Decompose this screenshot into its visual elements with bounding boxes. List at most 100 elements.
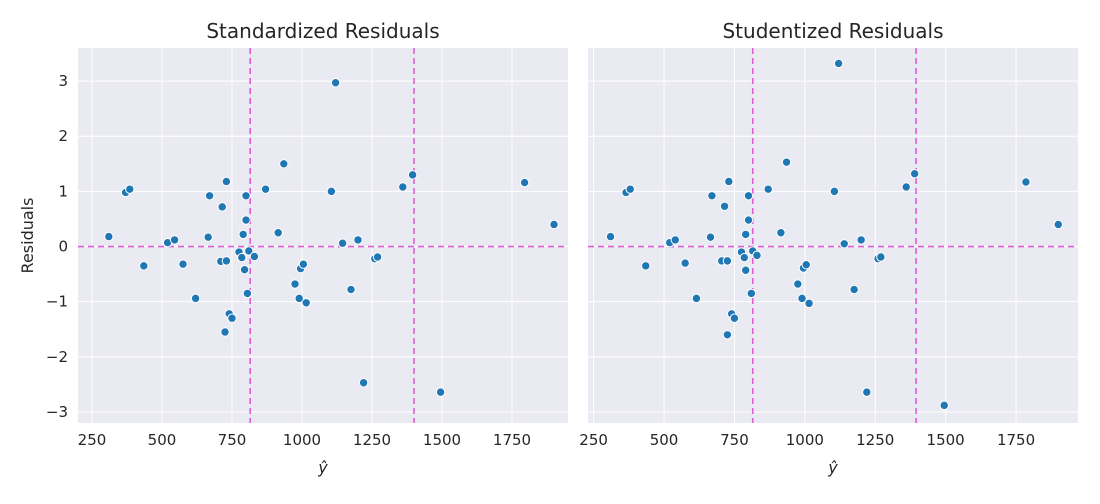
data-point <box>239 264 250 275</box>
data-point <box>221 176 232 187</box>
data-point <box>238 229 248 240</box>
y-tick-label: 1 <box>58 182 68 200</box>
data-point <box>326 186 337 197</box>
data-point <box>801 260 811 270</box>
data-point <box>691 293 702 304</box>
x-tick-label: 1750 <box>997 431 1035 449</box>
x-tick-label: 750 <box>218 431 247 449</box>
y-tick-label: 3 <box>58 72 68 90</box>
data-point <box>346 284 356 295</box>
plot-background <box>78 48 568 423</box>
y-tick-label: −3 <box>46 403 68 421</box>
data-point <box>804 298 814 309</box>
data-point <box>724 176 734 187</box>
data-point <box>237 252 247 263</box>
x-tick-label: 1250 <box>353 431 391 449</box>
data-point <box>241 215 251 225</box>
plot-background <box>588 48 1078 423</box>
data-point <box>398 182 408 192</box>
data-point <box>862 387 872 397</box>
data-point <box>294 293 304 304</box>
panel-1: 250 500 750 1000 1250 1500 1750 −3 −2 −1 0 1 2 3 Stand… <box>18 19 568 477</box>
data-point <box>722 330 733 340</box>
data-point <box>743 215 754 225</box>
data-point <box>752 250 762 261</box>
y-tick-label: −1 <box>46 293 68 311</box>
data-point <box>227 313 237 323</box>
x-tick-label: 1000 <box>786 431 824 449</box>
data-point <box>909 169 920 179</box>
x-tick-label: 1250 <box>856 431 894 449</box>
data-point <box>519 177 530 188</box>
data-point <box>849 284 859 295</box>
panel-title: Standardized Residuals <box>206 19 439 43</box>
data-point <box>741 229 751 240</box>
data-point <box>241 191 251 201</box>
panel-2: 250 500 750 1000 1250 1500 1750 Studentized Res… <box>579 19 1078 477</box>
data-point <box>549 219 559 230</box>
data-point <box>833 58 844 69</box>
data-point <box>1021 177 1031 187</box>
data-point <box>680 258 690 268</box>
data-point <box>707 191 717 201</box>
y-tick-label: −2 <box>46 348 68 366</box>
data-point <box>839 239 849 249</box>
data-point <box>763 184 773 194</box>
data-point <box>739 252 749 263</box>
x-tick-label: 1750 <box>493 431 531 449</box>
panel-title: Studentized Residuals <box>722 19 943 43</box>
data-point <box>260 184 271 194</box>
data-point <box>729 313 740 323</box>
data-point <box>178 259 188 269</box>
data-point <box>204 191 215 201</box>
x-axis-label: ŷ <box>317 458 328 477</box>
data-point <box>203 232 213 242</box>
data-point <box>104 231 114 242</box>
data-point <box>1053 219 1063 230</box>
data-point <box>279 159 289 169</box>
x-tick-label: 1500 <box>423 431 461 449</box>
data-point <box>670 235 680 245</box>
data-point <box>746 288 757 299</box>
x-tick-label: 500 <box>148 431 177 449</box>
y-axis-label: Residuals <box>18 198 37 274</box>
x-tick-label: 250 <box>78 431 107 449</box>
data-point <box>939 400 949 411</box>
data-point <box>407 170 418 180</box>
data-point <box>125 184 135 194</box>
data-point <box>217 202 227 212</box>
x-tick-label: 750 <box>720 431 749 449</box>
data-point <box>242 288 253 299</box>
data-point <box>139 261 149 271</box>
data-point <box>722 256 733 266</box>
data-point <box>781 157 792 167</box>
data-point <box>797 293 807 304</box>
data-point <box>876 252 886 262</box>
x-tick-label: 1000 <box>283 431 321 449</box>
data-point <box>298 259 309 269</box>
data-point <box>190 293 201 304</box>
y-tick-label: 2 <box>58 127 68 145</box>
data-point <box>221 256 232 266</box>
x-tick-label: 500 <box>650 431 679 449</box>
data-point <box>273 228 283 238</box>
data-point <box>290 279 300 289</box>
data-point <box>358 378 369 388</box>
data-point <box>337 238 348 248</box>
y-tick-label: 0 <box>58 238 68 256</box>
data-point <box>901 182 911 192</box>
data-point <box>372 252 383 262</box>
data-point <box>301 298 311 308</box>
data-point <box>705 232 716 242</box>
data-point <box>249 251 260 262</box>
data-point <box>776 228 786 238</box>
x-axis-label: ŷ <box>827 458 838 477</box>
data-point <box>829 186 840 197</box>
x-tick-label: 1500 <box>927 431 965 449</box>
x-tick-label: 250 <box>579 431 608 449</box>
data-point <box>435 387 446 397</box>
data-point <box>353 235 363 245</box>
data-point <box>169 235 180 245</box>
